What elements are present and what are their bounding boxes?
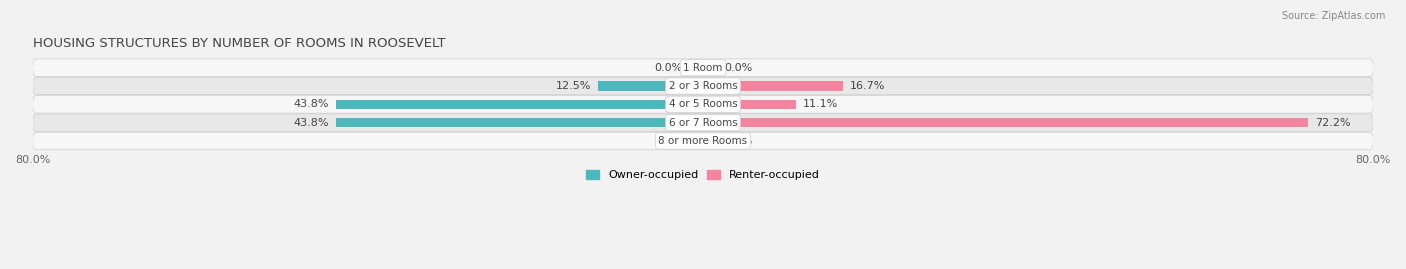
Text: 16.7%: 16.7%	[849, 81, 884, 91]
Text: 8 or more Rooms: 8 or more Rooms	[658, 136, 748, 146]
Text: 1 Room: 1 Room	[683, 63, 723, 73]
FancyBboxPatch shape	[32, 114, 1374, 132]
Text: 12.5%: 12.5%	[557, 81, 592, 91]
Text: 0.0%: 0.0%	[654, 136, 682, 146]
Text: 11.1%: 11.1%	[803, 99, 838, 109]
Text: 0.0%: 0.0%	[724, 136, 752, 146]
Bar	[336, 100, 703, 109]
Legend: Owner-occupied, Renter-occupied: Owner-occupied, Renter-occupied	[581, 165, 825, 185]
Bar	[703, 81, 844, 91]
Bar	[599, 81, 703, 91]
Bar	[703, 100, 796, 109]
Text: Source: ZipAtlas.com: Source: ZipAtlas.com	[1281, 11, 1385, 21]
Text: 6 or 7 Rooms: 6 or 7 Rooms	[669, 118, 737, 128]
Bar	[703, 118, 1308, 128]
Text: 43.8%: 43.8%	[294, 99, 329, 109]
Text: 43.8%: 43.8%	[294, 118, 329, 128]
Text: 4 or 5 Rooms: 4 or 5 Rooms	[669, 99, 737, 109]
Bar	[336, 118, 703, 128]
Text: HOUSING STRUCTURES BY NUMBER OF ROOMS IN ROOSEVELT: HOUSING STRUCTURES BY NUMBER OF ROOMS IN…	[32, 37, 446, 49]
Text: 2 or 3 Rooms: 2 or 3 Rooms	[669, 81, 737, 91]
FancyBboxPatch shape	[32, 59, 1374, 76]
FancyBboxPatch shape	[32, 77, 1374, 95]
FancyBboxPatch shape	[32, 95, 1374, 113]
FancyBboxPatch shape	[32, 132, 1374, 150]
Text: 0.0%: 0.0%	[654, 63, 682, 73]
Text: 72.2%: 72.2%	[1315, 118, 1350, 128]
Text: 0.0%: 0.0%	[724, 63, 752, 73]
